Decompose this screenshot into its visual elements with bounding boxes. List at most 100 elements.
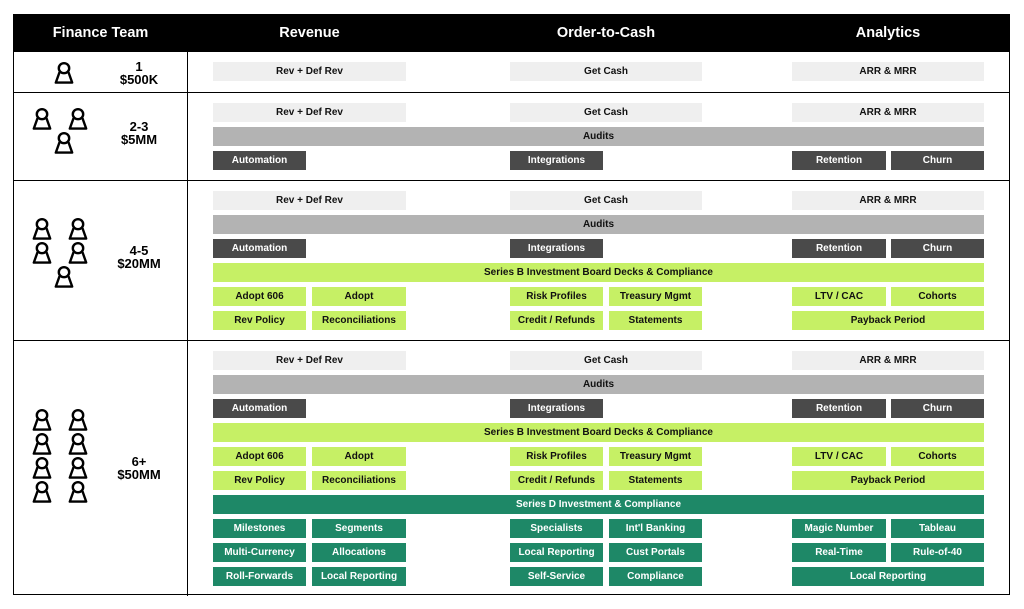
capability-milestones: Milestones [213,519,306,538]
tier-headcount: 4-5 [129,243,149,258]
capability-adopt: Adopt [312,447,406,466]
capability-arr-mrr: ARR & MRR [792,191,984,210]
tier-row: 6+ $50MM Rev + Def Rev Get Cash ARR & MRR Aud… [14,340,1009,596]
capability-arr-mrr: ARR & MRR [792,62,984,81]
tier-team-cell: 1 $500K [14,52,188,93]
capability-magic-number: Magic Number [792,519,886,538]
capability-cust-portals: Cust Portals [609,543,702,562]
capability-self-service: Self-Service [510,567,603,586]
tier-team-cell: 6+ $50MM [14,341,188,596]
person-icon [54,265,74,288]
capability-credit-refunds: Credit / Refunds [510,311,603,330]
person-icon [32,432,52,455]
capability-ltv-cac: LTV / CAC [792,287,886,306]
person-icon [32,408,52,431]
capability-series-b-investment-board-decks-compliance: Series B Investment Board Decks & Compli… [213,263,984,282]
capability-tableau: Tableau [891,519,984,538]
person-icon [32,456,52,479]
tier-revenue: $20MM [117,256,161,271]
capability-integrations: Integrations [510,399,603,418]
capability-local-reporting: Local Reporting [792,567,984,586]
capability-audits: Audits [213,215,984,234]
tier-row: 2-3 $5MM Rev + Def Rev Get Cash ARR & MRR Aud… [14,92,1009,181]
tier-revenue: $50MM [117,467,161,482]
capability-statements: Statements [609,311,702,330]
person-icon [68,408,88,431]
capability-cohorts: Cohorts [891,287,984,306]
tier-headcount: 1 [135,59,143,74]
capability-compliance: Compliance [609,567,702,586]
person-icon [68,107,88,130]
person-icon [32,217,52,240]
capability-automation: Automation [213,151,306,170]
capability-credit-refunds: Credit / Refunds [510,471,603,490]
person-icon [68,432,88,455]
capability-rev-policy: Rev Policy [213,311,306,330]
capability-risk-profiles: Risk Profiles [510,447,603,466]
tier-headcount: 2-3 [129,119,149,134]
person-icon [68,241,88,264]
capability-arr-mrr: ARR & MRR [792,103,984,122]
capability-treasury-mgmt: Treasury Mgmt [609,287,702,306]
capability-allocations: Allocations [312,543,406,562]
capability-series-b-investment-board-decks-compliance: Series B Investment Board Decks & Compli… [213,423,984,442]
capability-adopt-606: Adopt 606 [213,287,306,306]
capability-specialists: Specialists [510,519,603,538]
person-icon [32,107,52,130]
capability-churn: Churn [891,239,984,258]
capability-multi-currency: Multi-Currency [213,543,306,562]
tier-revenue: $500K [119,72,159,87]
tier-label: 6+ $50MM [109,455,169,481]
capability-rev-def-rev: Rev + Def Rev [213,191,406,210]
capability-rev-policy: Rev Policy [213,471,306,490]
header-finance-team: Finance Team [52,25,149,41]
capability-rev-def-rev: Rev + Def Rev [213,62,406,81]
tier-headcount: 6+ [131,454,147,469]
capability-real-time: Real-Time [792,543,886,562]
capability-rev-def-rev: Rev + Def Rev [213,351,406,370]
person-icon [68,456,88,479]
tier-label: 2-3 $5MM [109,120,169,146]
capability-churn: Churn [891,399,984,418]
person-icon [32,241,52,264]
header-revenue: Revenue [279,25,340,41]
capability-integrations: Integrations [510,151,603,170]
tier-row: 4-5 $20MM Rev + Def Rev Get Cash ARR & MRR Au… [14,180,1009,341]
tier-label: 4-5 $20MM [109,244,169,270]
tier-team-cell: 2-3 $5MM [14,93,188,181]
capability-retention: Retention [792,151,886,170]
tier-revenue: $5MM [120,132,158,147]
capability-local-reporting: Local Reporting [510,543,603,562]
header-row: Finance Team Revenue Order-to-Cash Analy… [14,15,1009,51]
finance-maturity-diagram: Finance Team Revenue Order-to-Cash Analy… [13,14,1010,596]
capability-adopt: Adopt [312,287,406,306]
capability-series-d-investment-compliance: Series D Investment & Compliance [213,495,984,514]
tier-label: 1 $500K [109,60,169,86]
capability-get-cash: Get Cash [510,191,702,210]
person-icon [54,61,74,84]
tier-team-cell: 4-5 $20MM [14,181,188,341]
capability-treasury-mgmt: Treasury Mgmt [609,447,702,466]
capability-get-cash: Get Cash [510,103,702,122]
capability-cohorts: Cohorts [891,447,984,466]
person-icon [68,217,88,240]
capability-adopt-606: Adopt 606 [213,447,306,466]
capability-reconciliations: Reconciliations [312,311,406,330]
capability-automation: Automation [213,239,306,258]
capability-payback-period: Payback Period [792,311,984,330]
capability-reconciliations: Reconciliations [312,471,406,490]
capability-audits: Audits [213,375,984,394]
capability-segments: Segments [312,519,406,538]
capability-retention: Retention [792,399,886,418]
capability-audits: Audits [213,127,984,146]
capability-rev-def-rev: Rev + Def Rev [213,103,406,122]
capability-risk-profiles: Risk Profiles [510,287,603,306]
capability-rule-of-40: Rule-of-40 [891,543,984,562]
capability-payback-period: Payback Period [792,471,984,490]
capability-get-cash: Get Cash [510,351,702,370]
capability-statements: Statements [609,471,702,490]
capability-churn: Churn [891,151,984,170]
capability-arr-mrr: ARR & MRR [792,351,984,370]
tier-row: 1 $500K Rev + Def Rev Get Cash ARR & MRR [14,51,1009,93]
capability-local-reporting: Local Reporting [312,567,406,586]
